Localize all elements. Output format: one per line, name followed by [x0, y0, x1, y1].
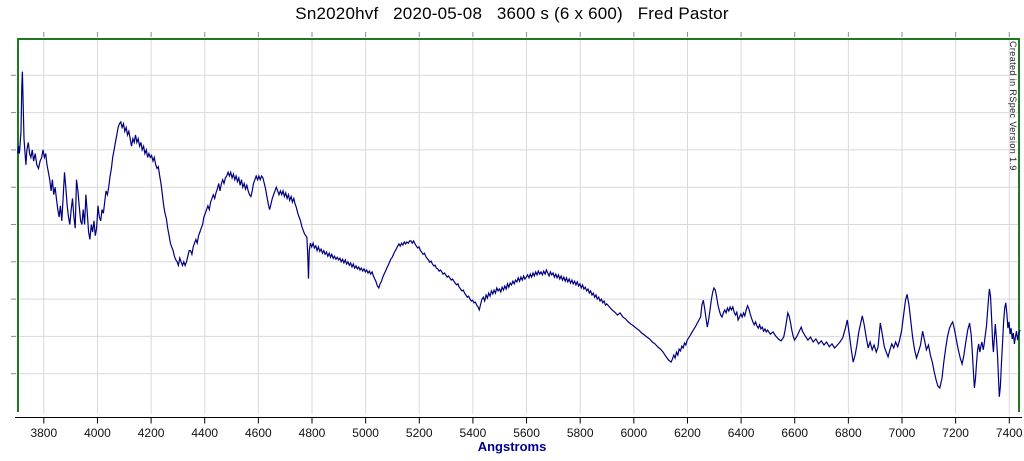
- spectrum-line: [17, 71, 1021, 397]
- x-tick-label: 4800: [299, 426, 326, 440]
- rspec-credit: Created in RSpec Version 1.9: [1008, 41, 1018, 171]
- x-tick-label: 5600: [513, 426, 540, 440]
- x-tick-label: 4200: [138, 426, 165, 440]
- x-tick-label: 6600: [781, 426, 808, 440]
- x-tick-label: 6200: [674, 426, 701, 440]
- x-tick-label: 6000: [620, 426, 647, 440]
- x-tick-label: 5800: [567, 426, 594, 440]
- x-tick-label: 5400: [460, 426, 487, 440]
- x-tick-label: 4000: [84, 426, 111, 440]
- x-tick-label: 7000: [889, 426, 916, 440]
- x-tick-label: 5000: [352, 426, 379, 440]
- x-axis-title: Angstroms: [477, 439, 547, 454]
- x-tick-label: 5200: [406, 426, 433, 440]
- x-tick-label: 4400: [191, 426, 218, 440]
- plot-frame: [17, 38, 1020, 412]
- x-tick-label: 6400: [728, 426, 755, 440]
- x-tick-label: 7200: [942, 426, 969, 440]
- x-tick-label: 3800: [30, 426, 57, 440]
- x-tick-label: 6800: [835, 426, 862, 440]
- x-tick-label: 7400: [996, 426, 1023, 440]
- chart-title: Sn2020hvf 2020-05-08 3600 s (6 x 600) Fr…: [295, 4, 729, 23]
- x-tick-label: 4600: [245, 426, 272, 440]
